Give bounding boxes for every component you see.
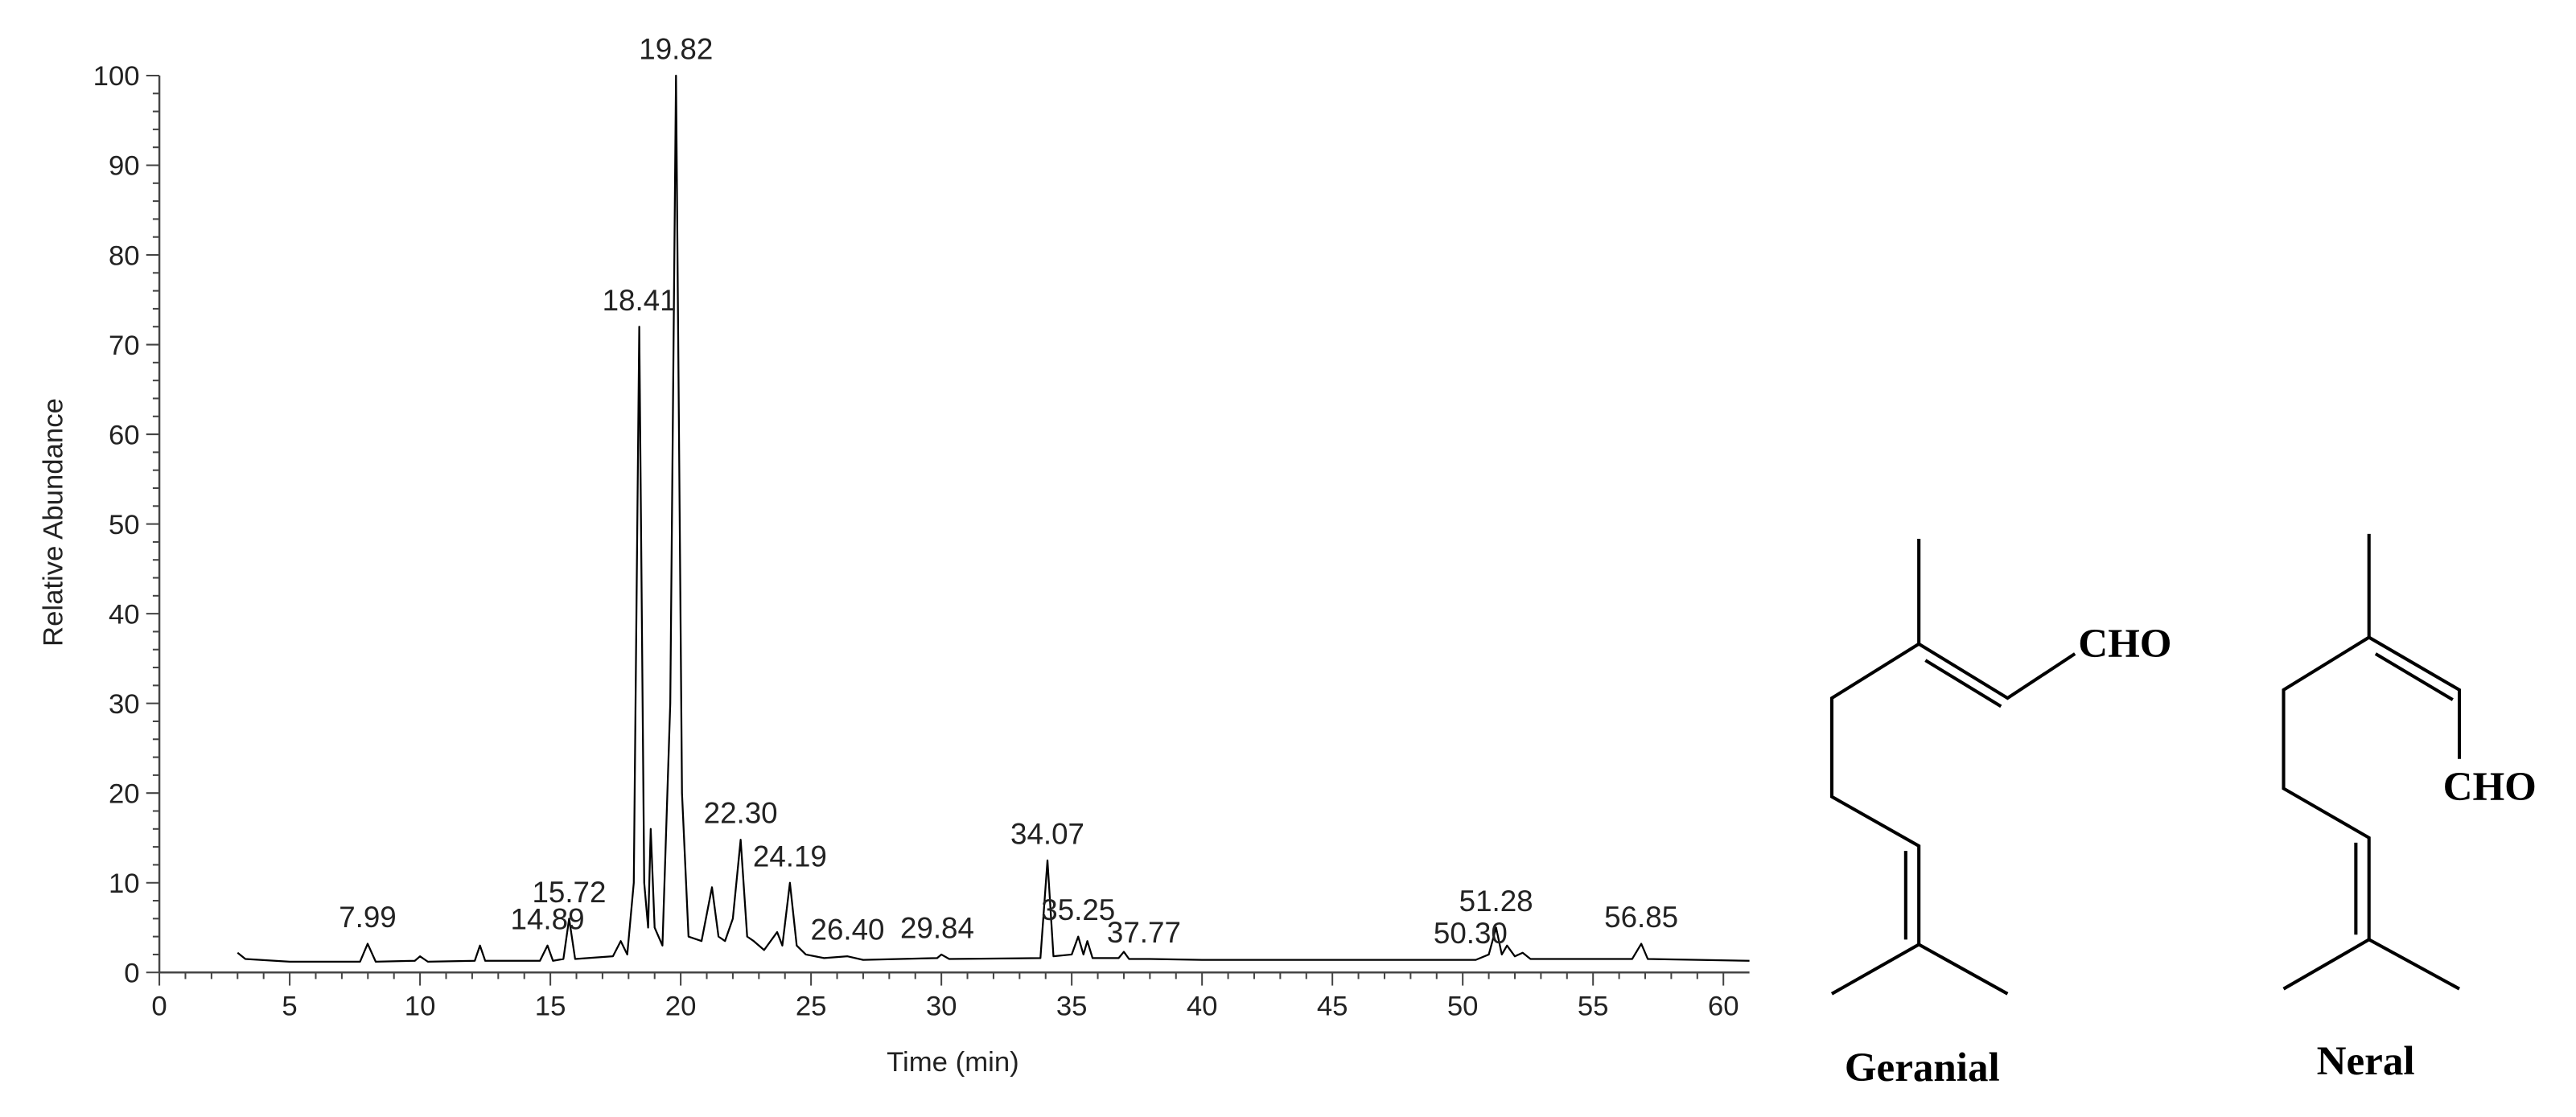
geranial-structure: CHO Geranial bbox=[1829, 538, 2172, 1090]
chromatogram-trace bbox=[237, 74, 1750, 963]
peak-label: 7.99 bbox=[339, 901, 397, 934]
y-tick-label: 50 bbox=[109, 510, 140, 540]
y-tick-label: 80 bbox=[109, 240, 140, 271]
y-tick-label: 0 bbox=[124, 958, 139, 988]
y-tick-label: 70 bbox=[109, 331, 140, 361]
peak-label: 37.77 bbox=[1107, 916, 1181, 949]
peak-label: 22.30 bbox=[704, 797, 778, 830]
bond bbox=[2282, 533, 2371, 940]
structure-name: Geranial bbox=[1845, 1045, 2000, 1090]
peak-label: 18.41 bbox=[603, 284, 677, 317]
x-tick-label: 50 bbox=[1447, 991, 1479, 1021]
peak-label: 15.72 bbox=[532, 876, 606, 909]
peak-label: 56.85 bbox=[1604, 901, 1678, 934]
x-tick-label: 45 bbox=[1317, 991, 1348, 1021]
x-tick-label: 5 bbox=[282, 991, 297, 1021]
bond bbox=[2282, 938, 2460, 991]
x-tick-label: 60 bbox=[1708, 991, 1739, 1021]
x-axis-label: Time (min) bbox=[887, 1047, 1019, 1078]
y-tick-label: 30 bbox=[109, 689, 140, 720]
peak-label: 34.07 bbox=[1010, 817, 1084, 850]
y-tick-label: 40 bbox=[109, 599, 140, 630]
bond bbox=[1918, 642, 2076, 700]
bond bbox=[1830, 942, 2009, 996]
peak-label: 35.25 bbox=[1041, 893, 1115, 926]
y-axis-label: Relative Abundance bbox=[39, 398, 69, 647]
x-tick-label: 35 bbox=[1056, 991, 1088, 1021]
bond bbox=[2368, 635, 2462, 759]
x-tick-label: 15 bbox=[535, 991, 566, 1021]
bond bbox=[1829, 538, 1921, 945]
bond bbox=[2374, 652, 2454, 701]
bond bbox=[1924, 659, 2002, 708]
x-tick-label: 25 bbox=[796, 991, 827, 1021]
x-tick-label: 40 bbox=[1187, 991, 1218, 1021]
group-label: CHO bbox=[2443, 765, 2537, 810]
peak-label: 50.30 bbox=[1434, 917, 1508, 950]
y-tick-label: 10 bbox=[109, 869, 140, 899]
structure-name: Neral bbox=[2317, 1039, 2415, 1084]
x-tick-label: 0 bbox=[151, 991, 167, 1021]
group-label: CHO bbox=[2078, 622, 2171, 667]
y-tick-label: 20 bbox=[109, 778, 140, 809]
x-tick-label: 20 bbox=[665, 991, 697, 1021]
neral-structure: CHO Neral bbox=[2282, 533, 2537, 1084]
x-tick-label: 30 bbox=[926, 991, 957, 1021]
y-tick-label: 90 bbox=[109, 151, 140, 182]
y-tick-label: 60 bbox=[109, 420, 140, 450]
x-tick-label: 10 bbox=[405, 991, 436, 1021]
peak-label: 24.19 bbox=[753, 840, 827, 873]
peak-label: 26.40 bbox=[811, 914, 885, 947]
peak-label: 29.84 bbox=[900, 912, 974, 945]
peak-label: 19.82 bbox=[639, 33, 713, 66]
peak-label: 14.89 bbox=[511, 902, 585, 935]
y-tick-label: 100 bbox=[93, 61, 140, 92]
peak-label: 51.28 bbox=[1459, 885, 1533, 918]
x-tick-label: 55 bbox=[1578, 991, 1609, 1021]
